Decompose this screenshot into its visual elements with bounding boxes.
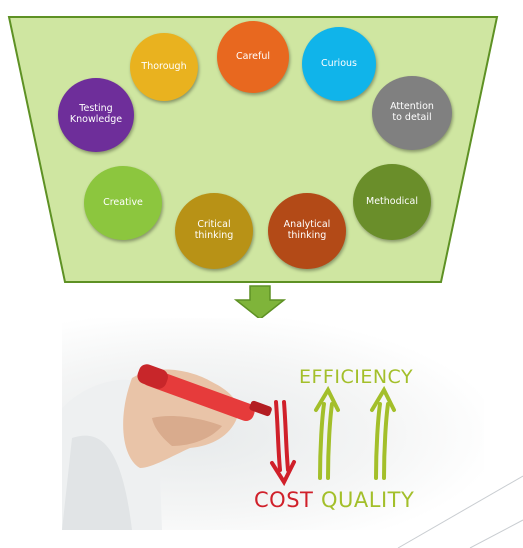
efficiency-label: EFFICIENCY [299, 366, 414, 388]
trait-methodical: Methodical [353, 164, 431, 240]
trait-thorough: Thorough [130, 33, 198, 101]
trait-careful: Careful [217, 21, 289, 93]
quality-up-arrow-icon [314, 385, 340, 480]
trait-critical-thinking: Critical thinking [175, 193, 253, 269]
hand-shade [152, 415, 222, 446]
hand-illustration [62, 364, 396, 530]
trait-attention-to-detail: Attention to detail [372, 76, 452, 150]
cost-label: COST [254, 488, 314, 512]
sleeve-shade [62, 435, 132, 530]
trait-testing-knowledge: Testing Knowledge [58, 78, 134, 152]
trait-analytical-thinking: Analytical thinking [268, 193, 346, 269]
quality-label: QUALITY [321, 488, 415, 512]
trait-creative: Creative [84, 166, 162, 240]
trait-curious: Curious [302, 27, 376, 101]
cost-down-arrow-icon [270, 400, 296, 487]
red-marker-icon [137, 364, 272, 422]
hand-drawing-photo: EFFICIENCY COST QUALITY [62, 318, 484, 530]
down-arrow-icon [233, 285, 287, 320]
efficiency-up-arrow-icon [370, 385, 396, 480]
